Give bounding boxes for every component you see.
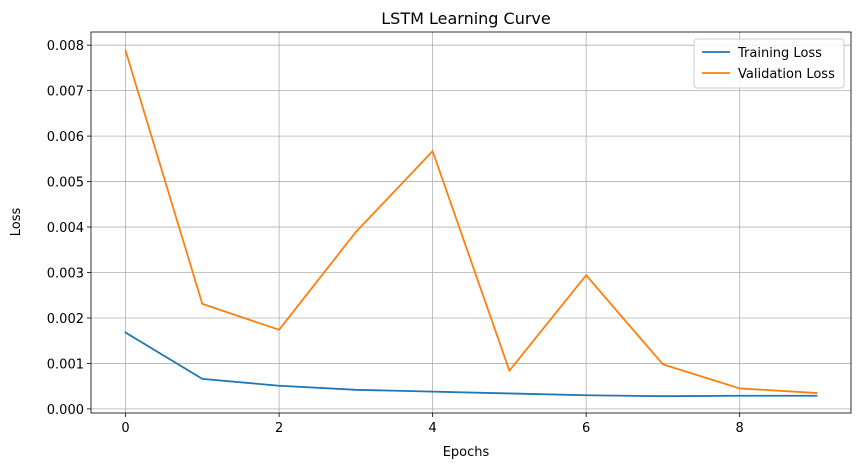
x-tick-label: 4 — [428, 421, 436, 436]
legend-box — [693, 38, 845, 89]
chart-title: LSTM Learning Curve — [381, 9, 550, 28]
legend-label-validation: Validation Loss — [738, 67, 835, 82]
plot-frame — [90, 31, 852, 414]
legend: Training Loss Validation Loss — [693, 38, 845, 89]
grid — [91, 32, 851, 413]
y-tick-label: 0.001 — [47, 357, 84, 372]
series-lines — [124, 49, 818, 398]
x-tick-label: 2 — [275, 421, 283, 436]
y-tick-label: 0.004 — [47, 221, 84, 236]
validation-loss-line — [124, 49, 818, 394]
y-tick-label: 0.007 — [47, 85, 84, 100]
y-tick-label: 0.003 — [47, 267, 84, 282]
x-tick-label: 6 — [582, 421, 590, 436]
y-tick-label: 0.008 — [47, 39, 84, 54]
y-axis-title: Loss — [9, 208, 24, 237]
x-tick-label: 0 — [121, 421, 129, 436]
y-tick-label: 0.006 — [47, 130, 84, 145]
x-axis-title: Epochs — [443, 445, 490, 460]
x-tick-label: 8 — [736, 421, 744, 436]
axis-ticks: 0 2 4 6 8 0.000 0.001 0.002 0.003 0.004 0.005 0.006… — [47, 39, 744, 436]
y-tick-label: 0.005 — [47, 176, 84, 191]
training-loss-line — [124, 331, 818, 398]
y-tick-label: 0.000 — [47, 403, 84, 418]
legend-label-training: Training Loss — [737, 46, 822, 61]
y-tick-label: 0.002 — [47, 312, 84, 327]
